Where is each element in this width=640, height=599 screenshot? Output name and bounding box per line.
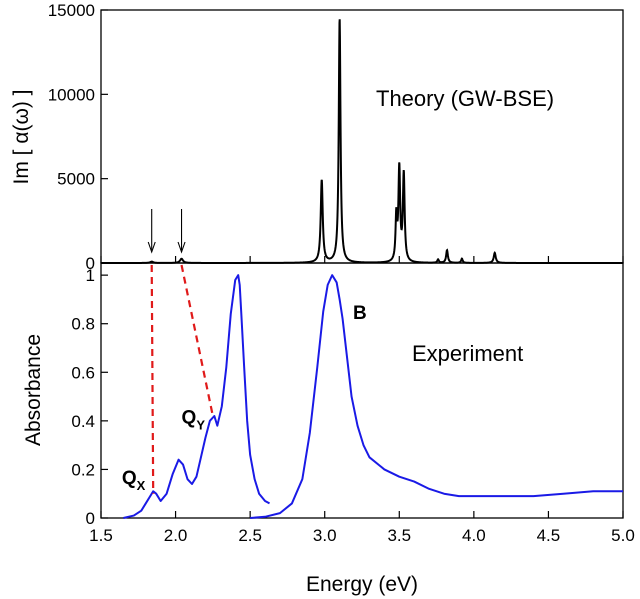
x-tick-label: 3.0 [313,526,337,545]
bottom-plot-frame [100,262,624,519]
down-arrow-icon [177,209,186,254]
peak-label: B [353,303,367,324]
x-axis: 1.5 2.0 2.5 3.0 3.5 4.0 4.5 5.0 [89,256,635,545]
dashed-link [180,264,214,417]
bottom-y-tick-label: 1 [86,266,95,285]
top-y-tick-label: 15000 [48,1,95,20]
bottom-y-axis-label: Absorbance [22,334,45,446]
x-tick-label: 4.0 [462,526,486,545]
top-y-tick-label: 5000 [57,170,95,189]
bottom-y-tick-label: 0 [86,509,95,528]
x-tick-label: 2.0 [164,526,188,545]
peak-arrows [147,209,186,254]
top-y-tick-label: 0 [86,254,95,273]
bottom-y-axis: 0 0.2 0.4 0.6 0.8 1 [71,266,108,528]
peak-label: QX [122,468,146,493]
peak-labels: QX QY B [122,303,367,493]
peak-label: QY [182,407,206,432]
bottom-y-tick-label: 0.6 [71,363,95,382]
top-plot-frame [100,9,624,264]
experiment-annotation: Experiment [412,341,523,366]
down-arrow-icon [147,209,156,254]
bottom-y-tick-label: 0.8 [71,315,95,334]
x-tick-label: 5.0 [611,526,635,545]
theory-curve [101,19,623,264]
x-axis-label: Energy (eV) [306,573,418,596]
x-tick-label: 4.5 [537,526,561,545]
bottom-y-tick-label: 0.2 [71,460,95,479]
theory-annotation: Theory (GW-BSE) [376,86,554,111]
top-y-tick-label: 10000 [48,85,95,104]
top-y-axis-label: Im [ α(ω) ] [10,89,33,184]
experiment-series [123,274,623,519]
x-tick-label: 2.5 [238,526,262,545]
x-tick-label: 1.5 [89,526,113,545]
theory-series [101,19,623,264]
dashed-links [150,264,214,494]
experiment-curve-2 [250,274,623,519]
x-tick-label: 3.5 [387,526,411,545]
bottom-y-tick-label: 0.4 [71,412,95,431]
experiment-curve-1 [123,274,271,519]
top-y-axis: 0 5000 10000 15000 [48,1,108,273]
dashed-link [150,264,155,494]
